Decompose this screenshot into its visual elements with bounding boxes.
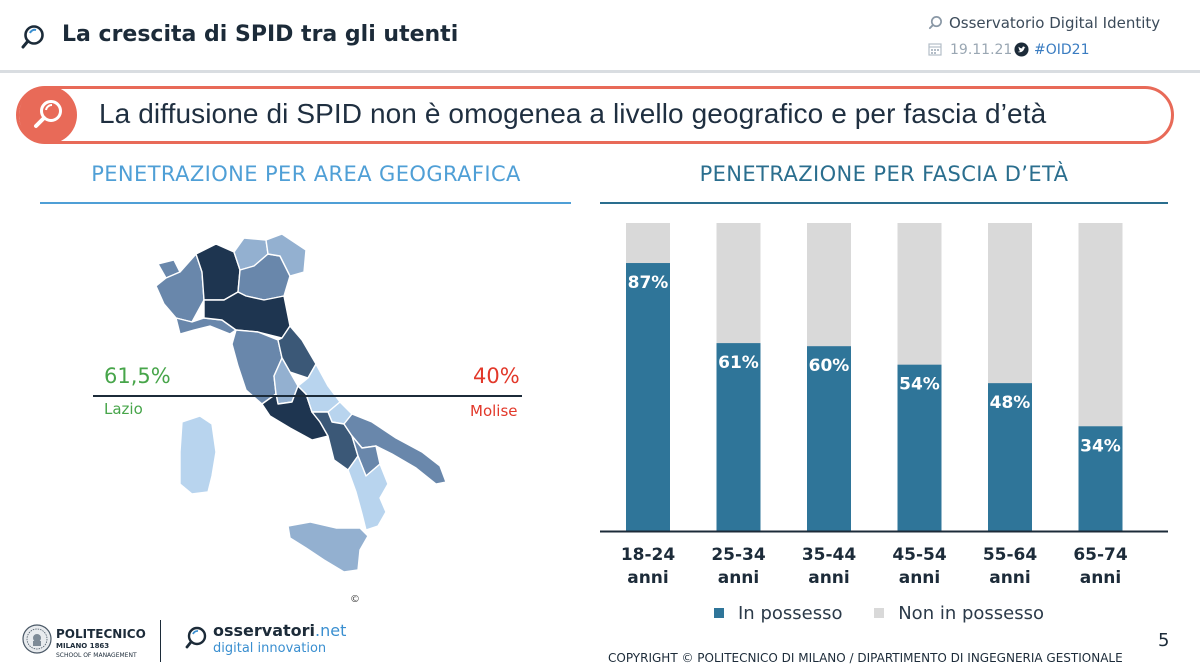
data-label-45-54: 54% <box>899 375 940 395</box>
region-friuli <box>265 233 307 277</box>
politecnico-city: MILANO 1863 <box>56 642 110 650</box>
age-section-rule <box>600 202 1168 204</box>
region-liguria <box>175 317 237 335</box>
data-label-18-24: 87% <box>628 273 669 293</box>
region-toscana <box>231 329 283 405</box>
hashtag-row: #OID21 <box>1014 42 1089 58</box>
category-label-45-54: 45-54 <box>892 545 947 565</box>
osservatori-brand: osservatori.net <box>213 621 346 640</box>
header-divider <box>0 70 1200 73</box>
data-label-35-44: 60% <box>809 356 850 376</box>
bar-owned-18-24 <box>626 263 670 531</box>
min-region-value: 40% <box>473 364 520 388</box>
map-copyright-mark: © <box>350 594 360 605</box>
legend-item-not-owned: Non in possesso <box>874 603 1044 624</box>
observatory-logo-icon <box>21 25 44 49</box>
category-suffix-25-34: anni <box>718 568 760 588</box>
observatory-name-row: Osservatorio Digital Identity <box>928 14 1160 32</box>
bar-owned-55-64 <box>988 383 1032 531</box>
legend-item-owned: In possesso <box>714 603 842 624</box>
age-section-title: PENETRAZIONE PER FASCIA D’ETÀ <box>699 162 1069 186</box>
category-suffix-65-74: anni <box>1080 568 1122 588</box>
data-label-55-64: 48% <box>990 393 1031 413</box>
hashtag: #OID21 <box>1034 42 1090 58</box>
region-piemonte <box>155 253 205 323</box>
category-label-55-64: 55-64 <box>983 545 1038 565</box>
legend-label-not-owned: Non in possesso <box>898 603 1044 624</box>
date-row: 19.11.21 <box>928 42 1012 58</box>
geographic-section-rule <box>40 202 571 204</box>
category-label-25-34: 25-34 <box>711 545 766 565</box>
bar-owned-65-74 <box>1078 426 1123 531</box>
calendar-icon <box>928 43 942 56</box>
max-region-name: Lazio <box>104 400 143 418</box>
bar-owned-35-44 <box>807 346 851 531</box>
bar-owned-45-54 <box>897 364 942 531</box>
key-message-banner: La diffusione di SPID non è omogenea a l… <box>16 86 1174 144</box>
event-date: 19.11.21 <box>950 42 1013 58</box>
search-icon <box>19 86 77 144</box>
legend-swatch-not-owned <box>874 608 885 618</box>
geographic-section-title: PENETRAZIONE PER AREA GEOGRAFICA <box>91 162 521 186</box>
category-suffix-35-44: anni <box>808 568 850 588</box>
italy-regions-map <box>155 233 447 573</box>
legend-label-owned: In possesso <box>738 603 843 624</box>
banner-text: La diffusione di SPID non è omogenea a l… <box>99 98 1047 129</box>
footer-logo-divider <box>160 620 161 662</box>
age-penetration-chart: 87% 18-24 anni 61% 25-34 anni 60% 35-44 anni 54% 4… <box>600 223 1168 588</box>
category-label-35-44: 35-44 <box>802 545 857 565</box>
page-number: 5 <box>1158 630 1170 651</box>
osservatori-brand-net: .net <box>315 621 347 640</box>
observatory-name: Osservatorio Digital Identity <box>949 14 1161 32</box>
politecnico-school: SCHOOL OF MANAGEMENT <box>56 652 137 659</box>
legend-swatch-owned <box>714 608 724 618</box>
region-sardegna <box>179 415 217 495</box>
category-suffix-18-24: anni <box>627 568 669 588</box>
footer-copyright: COPYRIGHT © POLITECNICO DI MILANO / DIPA… <box>608 651 1123 665</box>
data-label-65-74: 34% <box>1080 436 1121 456</box>
region-calabria <box>347 455 389 531</box>
osservatori-brand-name: osservatori <box>213 621 316 640</box>
max-region-value: 61,5% <box>104 364 171 388</box>
data-label-25-34: 61% <box>718 353 759 373</box>
osservatori-logo-icon <box>185 626 207 649</box>
politecnico-name: POLITECNICO <box>56 627 146 641</box>
category-label-65-74: 65-74 <box>1073 545 1128 565</box>
range-divider-line <box>93 395 522 397</box>
category-label-18-24: 18-24 <box>621 545 676 565</box>
category-suffix-45-54: anni <box>899 568 941 588</box>
twitter-icon <box>1014 42 1029 57</box>
politecnico-seal-icon <box>22 624 52 654</box>
chart-legend: In possesso Non in possesso <box>714 603 1044 624</box>
observatory-mini-icon <box>928 16 942 30</box>
min-region-name: Molise <box>470 402 518 420</box>
region-sicilia <box>287 521 369 573</box>
bar-owned-25-34 <box>716 343 761 531</box>
category-suffix-55-64: anni <box>989 568 1031 588</box>
page-title: La crescita di SPID tra gli utenti <box>62 22 459 47</box>
osservatori-tagline: digital innovation <box>213 641 327 656</box>
